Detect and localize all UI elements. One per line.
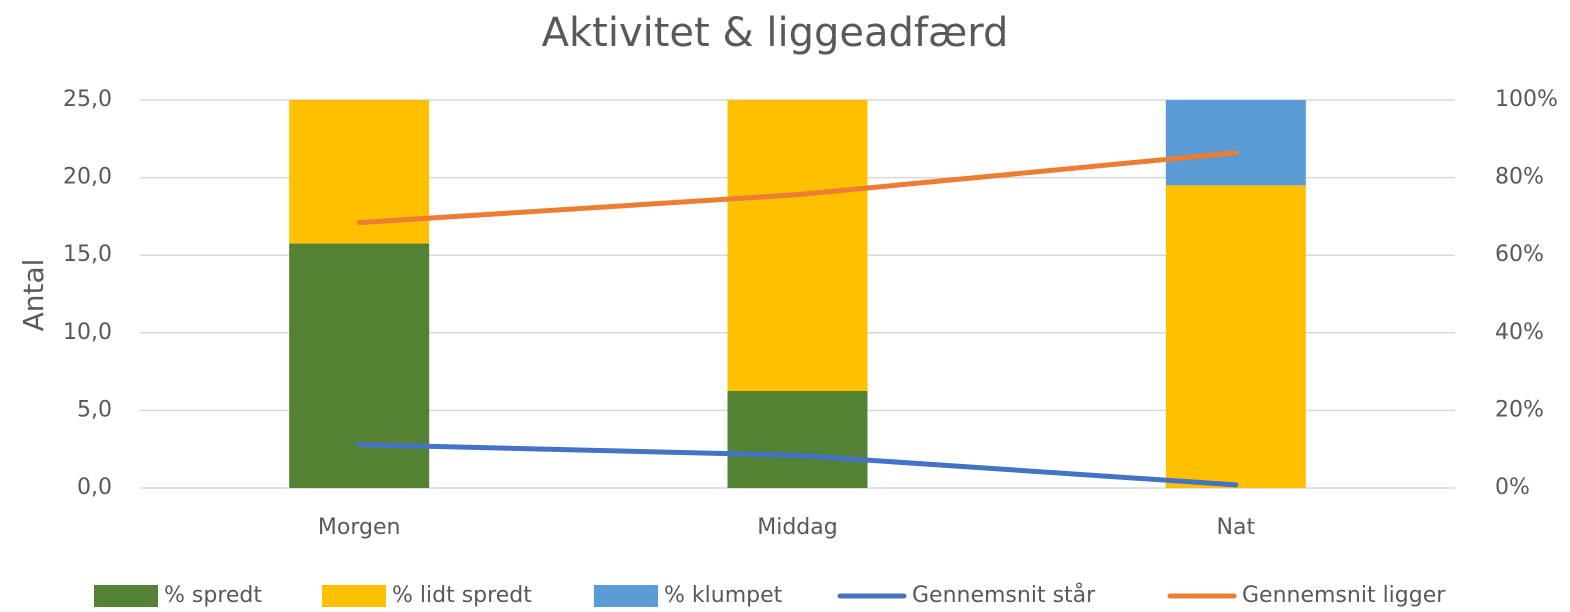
- y2-tick-label: 100%: [1495, 87, 1558, 112]
- legend-label: % klumpet: [664, 583, 783, 608]
- legend-label: Gennemsnit står: [912, 582, 1096, 608]
- legend-swatch: [594, 585, 658, 607]
- legend-label: % lidt spredt: [392, 583, 532, 608]
- y2-tick-label: 20%: [1495, 397, 1544, 422]
- y-tick-label: 20,0: [63, 165, 112, 190]
- legend-label: Gennemsnit ligger: [1242, 583, 1446, 608]
- bar: [289, 243, 430, 488]
- bar: [1165, 100, 1306, 186]
- bar: [1165, 185, 1306, 489]
- x-tick-label: Nat: [1217, 515, 1256, 540]
- y-axis-label: Antal: [17, 259, 50, 332]
- y2-tick-label: 0%: [1495, 475, 1530, 500]
- y2-tick-label: 60%: [1495, 242, 1544, 267]
- y2-tick-label: 40%: [1495, 320, 1544, 345]
- x-tick-label: Morgen: [318, 515, 401, 540]
- y-tick-label: 5,0: [77, 397, 112, 422]
- line: [356, 150, 1239, 226]
- y-tick-label: 25,0: [63, 87, 112, 112]
- y-tick-label: 0,0: [77, 475, 112, 500]
- bar: [727, 391, 868, 488]
- y2-tick-label: 80%: [1495, 165, 1544, 190]
- line: [356, 442, 1239, 488]
- chart-title: Aktivitet & liggeadfærd: [542, 10, 1009, 56]
- legend-swatch: [94, 585, 158, 607]
- x-tick-label: Middag: [757, 515, 837, 540]
- bar: [727, 100, 868, 391]
- y-tick-label: 10,0: [63, 320, 112, 345]
- y-tick-label: 15,0: [63, 242, 112, 267]
- legend-swatch: [322, 585, 386, 607]
- legend-label: % spredt: [164, 583, 262, 608]
